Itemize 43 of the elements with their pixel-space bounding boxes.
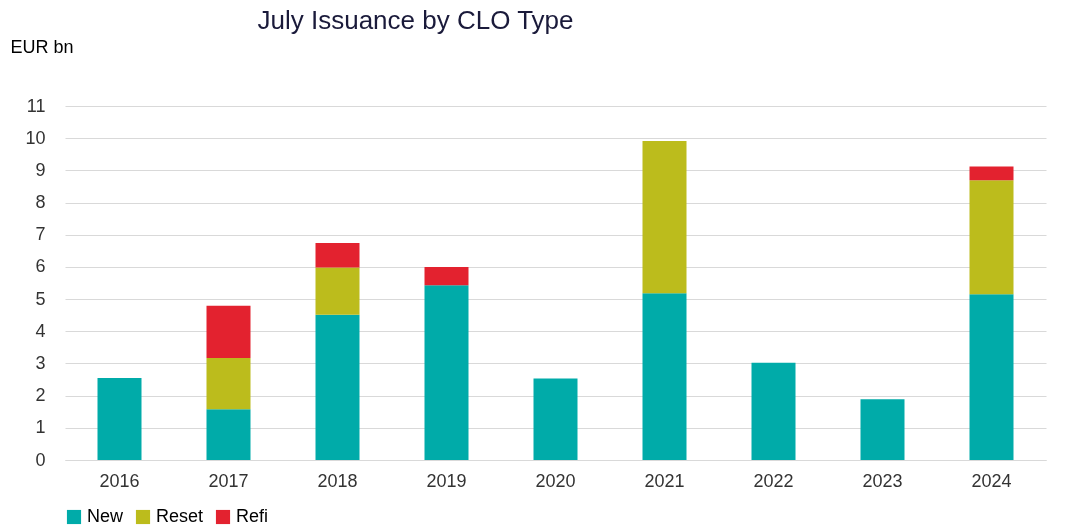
y-tick-label: 7 xyxy=(35,224,46,245)
bar xyxy=(642,293,687,460)
bar xyxy=(751,362,796,460)
x-tick-label: 2022 xyxy=(753,470,794,491)
bar xyxy=(206,305,251,358)
legend-label: Reset xyxy=(156,506,204,526)
y-tick-label: 2 xyxy=(35,385,46,406)
bar xyxy=(424,266,469,286)
y-axis-title: EUR bn xyxy=(10,36,74,57)
y-tick-label: 4 xyxy=(35,320,46,341)
bar xyxy=(424,285,469,460)
bar xyxy=(206,409,251,460)
bar xyxy=(969,166,1014,181)
y-tick-label: 8 xyxy=(35,192,46,213)
bar xyxy=(206,357,251,410)
legend-label: New xyxy=(87,506,125,526)
x-tick-label: 2018 xyxy=(317,470,358,491)
bar xyxy=(315,243,360,268)
y-tick-label: 10 xyxy=(25,127,46,148)
y-tick-label: 1 xyxy=(35,417,46,438)
bar xyxy=(315,267,360,315)
y-tick-label: 5 xyxy=(35,288,46,309)
y-tick-label: 0 xyxy=(35,449,46,470)
y-tick-label: 6 xyxy=(35,256,46,277)
bar xyxy=(533,378,578,460)
chart-title: July Issuance by CLO Type xyxy=(257,5,574,35)
x-tick-label: 2024 xyxy=(971,470,1012,491)
x-tick-label: 2016 xyxy=(99,470,140,491)
bar xyxy=(969,180,1014,295)
x-tick-label: 2017 xyxy=(208,470,249,491)
bar xyxy=(97,377,142,460)
bar xyxy=(315,314,360,460)
x-tick-label: 2019 xyxy=(426,470,467,491)
bar xyxy=(969,294,1014,460)
legend-label: Refi xyxy=(236,506,269,526)
y-tick-label: 11 xyxy=(26,95,46,116)
x-tick-label: 2020 xyxy=(535,470,576,491)
bar xyxy=(860,399,905,460)
y-tick-label: 9 xyxy=(35,159,46,180)
x-tick-label: 2023 xyxy=(862,470,903,491)
x-tick-label: 2021 xyxy=(644,470,685,491)
bar xyxy=(642,141,687,294)
y-tick-label: 3 xyxy=(35,352,46,373)
